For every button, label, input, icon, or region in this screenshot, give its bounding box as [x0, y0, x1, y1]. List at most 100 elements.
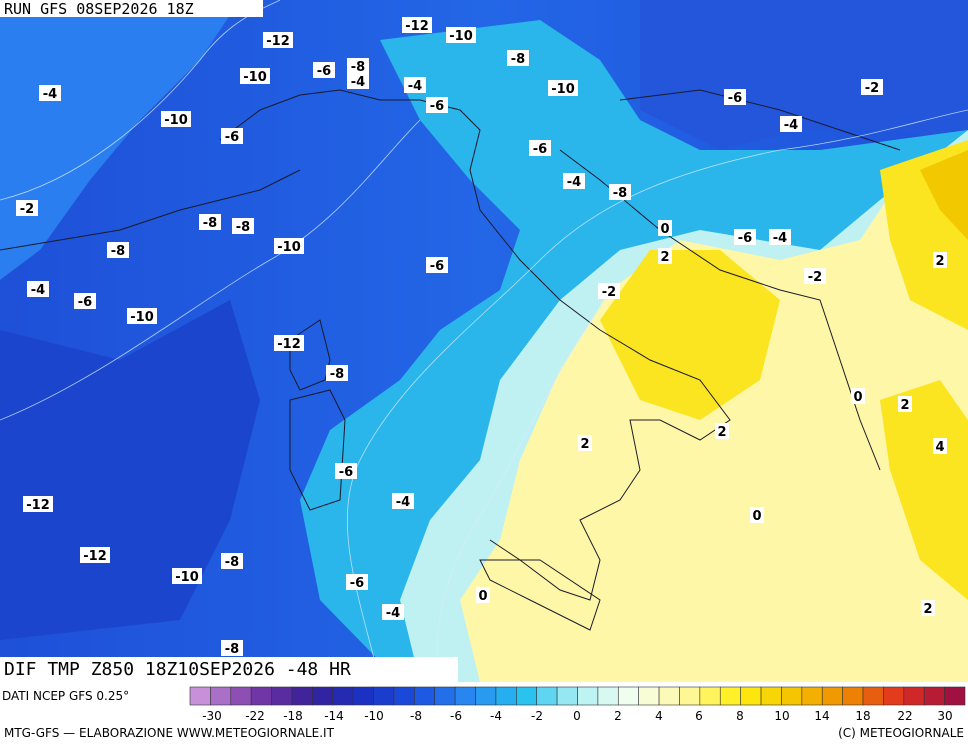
- contour-label-box: [933, 252, 947, 268]
- contour-label-box: [127, 308, 157, 324]
- contour-label: -4: [386, 606, 400, 621]
- contour-label: 0: [478, 589, 487, 604]
- scale-swatch: [250, 686, 272, 706]
- contour-label: -10: [175, 570, 199, 585]
- scale-label: 8: [736, 709, 744, 723]
- contour-label-box: [609, 184, 631, 200]
- anomaly-area: [600, 140, 968, 600]
- contour-label-box: [780, 116, 802, 132]
- contour-label-box: [23, 496, 53, 512]
- scale-swatch: [516, 686, 538, 706]
- contour-label: -2: [808, 270, 822, 285]
- scale-label: -14: [324, 709, 344, 723]
- contour-label-box: [232, 218, 254, 234]
- scale-swatch: [842, 686, 864, 706]
- scale-swatch: [903, 686, 925, 706]
- contour-label: -8: [225, 642, 239, 657]
- contour-label-box: [548, 80, 578, 96]
- scale-label: 2: [614, 709, 622, 723]
- contour-label: -10: [551, 82, 575, 97]
- header-box: [0, 0, 263, 17]
- contour-label: -6: [430, 99, 444, 114]
- contour-label: -8: [225, 555, 239, 570]
- anomaly-area: [640, 0, 968, 150]
- contour-label: 2: [923, 602, 932, 617]
- scale-swatch: [658, 686, 680, 706]
- contour-labels: -12 -12 -10 -8 -8 -6 -4 -4 -10 -4 -10 -6 -10 -6 -6 -2 -4…: [16, 17, 947, 657]
- contour-label-box: [221, 640, 243, 656]
- anomaly-area: [920, 150, 968, 240]
- scale-swatch: [821, 686, 843, 706]
- contour-label-box: [933, 438, 947, 454]
- contour-label-box: [898, 396, 912, 412]
- scale-swatch: [801, 686, 823, 706]
- contour-label-box: [172, 568, 202, 584]
- contour-label-box: [529, 140, 551, 156]
- anomaly-area: [0, 300, 260, 640]
- contour-label-box: [313, 62, 335, 78]
- contour-label: -4: [408, 79, 422, 94]
- contour-label-box: [347, 58, 369, 74]
- contour-label: -4: [43, 87, 57, 102]
- contour-label-box: [750, 507, 764, 523]
- contour-label-box: [221, 553, 243, 569]
- scale-swatch: [638, 686, 660, 706]
- contour-label: -8: [203, 216, 217, 231]
- contour-label-box: [346, 574, 368, 590]
- scale-swatch: [862, 686, 884, 706]
- contour-label-box: [578, 435, 592, 451]
- scale-swatch: [393, 686, 415, 706]
- source-label: DATI NCEP GFS 0.25°: [2, 689, 129, 703]
- contour-label-box: [658, 220, 672, 236]
- contour-label-box: [199, 214, 221, 230]
- contour-label-box: [861, 79, 883, 95]
- scale-swatch: [617, 686, 639, 706]
- scale-swatch: [210, 686, 232, 706]
- field-label: DIF TMP Z850 18Z10SEP2026 -48 HR: [4, 659, 351, 680]
- contour-label-box: [39, 85, 61, 101]
- scale-swatch: [495, 686, 517, 706]
- contour-label-box: [446, 27, 476, 43]
- anomaly-area: [0, 0, 240, 280]
- scale-swatch: [271, 686, 293, 706]
- anomaly-area: [460, 140, 968, 682]
- scale-swatch: [414, 686, 436, 706]
- scale-swatch: [719, 686, 741, 706]
- scale-label: -4: [490, 709, 502, 723]
- contour-label-box: [476, 587, 490, 603]
- contour-label: -8: [351, 60, 365, 75]
- contour-label: -6: [225, 130, 239, 145]
- credits-label: MTG-GFS — ELABORAZIONE WWW.METEOGIORNALE…: [4, 726, 335, 740]
- scale-swatch: [679, 686, 701, 706]
- contour-label: -4: [31, 283, 45, 298]
- scale-swatch: [536, 686, 558, 706]
- scale-swatch: [189, 686, 211, 706]
- scale-swatch: [740, 686, 762, 706]
- scale-swatch: [373, 686, 395, 706]
- scale-label: -30: [202, 709, 222, 723]
- contour-label: -12: [277, 337, 301, 352]
- scale-swatch: [760, 686, 782, 706]
- contour-label: -12: [405, 19, 429, 34]
- contour-label-box: [16, 200, 38, 216]
- contour-label: -6: [350, 576, 364, 591]
- scale-swatch: [944, 686, 966, 706]
- scale-swatch: [454, 686, 476, 706]
- contour-label-box: [221, 128, 243, 144]
- scale-swatch: [883, 686, 905, 706]
- contour-label: 0: [660, 222, 669, 237]
- contour-label: -10: [130, 310, 154, 325]
- contour-label: 2: [717, 425, 726, 440]
- contour-label: -12: [266, 34, 290, 49]
- contour-label-box: [921, 600, 935, 616]
- scale-swatch: [434, 686, 456, 706]
- contour-label: -2: [602, 285, 616, 300]
- contour-label: -6: [339, 465, 353, 480]
- scale-label: 0: [573, 709, 581, 723]
- contour-label: 0: [752, 509, 761, 524]
- contour-label: -6: [78, 295, 92, 310]
- scale-label: -2: [531, 709, 543, 723]
- contour-label-box: [769, 229, 791, 245]
- contour-label-box: [161, 111, 191, 127]
